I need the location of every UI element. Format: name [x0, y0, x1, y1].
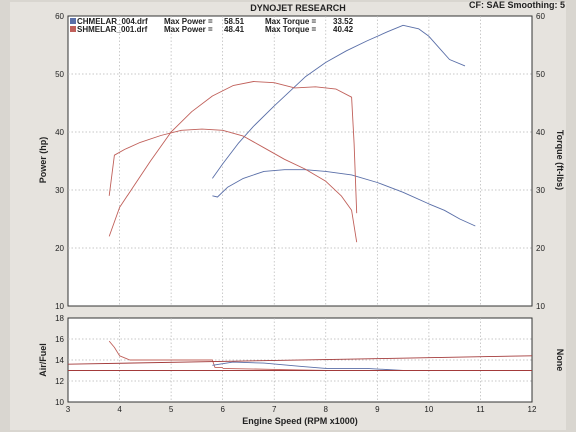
legend-torque-label-1: Max Torque = [265, 17, 317, 26]
main-y-ticks-left: 10 20 30 40 50 60 [55, 12, 64, 311]
af-y-tick-1: 12 [55, 377, 64, 386]
main-y-tick-left-0: 10 [55, 302, 64, 311]
main-series-lines [108, 24, 476, 243]
x-tick-2: 5 [169, 405, 174, 414]
main-y-tick-right-3: 40 [536, 128, 545, 137]
legend-file-2: SHMELAR_001.drf [77, 25, 148, 34]
main-y-ticks-right: 10 20 30 40 50 60 [536, 12, 545, 311]
x-tick-6: 9 [375, 405, 380, 414]
x-tick-1: 4 [117, 405, 122, 414]
x-ticks: 3 4 5 6 7 8 9 10 11 12 [66, 405, 537, 414]
main-grid [68, 16, 532, 306]
x-tick-7: 10 [424, 405, 433, 414]
main-plot-area [67, 15, 533, 307]
main-y-tick-right-1: 20 [536, 244, 545, 253]
legend-swatch-1 [70, 18, 76, 24]
af-y-tick-4: 18 [55, 314, 64, 323]
legend-swatch-2 [70, 26, 76, 32]
af-y-axis-title-left: Air/Fuel [38, 343, 48, 377]
legend-torque-label-2: Max Torque = [265, 25, 317, 34]
y-axis-title-left: Power (hp) [38, 137, 48, 184]
series-line-power-2 [108, 81, 358, 237]
x-tick-8: 11 [476, 405, 485, 414]
af-series-lines [67, 340, 533, 371]
af-y-axis-title-right: None [555, 349, 565, 372]
series-line-torque-3 [108, 128, 358, 243]
legend-file-1: CHMELAR_004.drf [77, 17, 148, 26]
main-y-tick-right-4: 50 [536, 70, 545, 79]
legend-power-label-2: Max Power = [164, 25, 213, 34]
main-y-tick-left-5: 60 [55, 12, 64, 21]
x-tick-0: 3 [66, 405, 71, 414]
main-y-tick-right-2: 30 [536, 186, 545, 195]
legend-power-label-1: Max Power = [164, 17, 213, 26]
main-y-tick-left-3: 40 [55, 128, 64, 137]
x-axis-title: Engine Speed (RPM x1000) [242, 416, 358, 426]
legend-power-value-1: 58.51 [224, 17, 245, 26]
af-y-tick-2: 14 [55, 356, 64, 365]
main-y-tick-left-4: 50 [55, 70, 64, 79]
x-tick-3: 6 [220, 405, 225, 414]
x-tick-4: 7 [272, 405, 277, 414]
main-y-tick-left-1: 20 [55, 244, 64, 253]
x-tick-5: 8 [324, 405, 329, 414]
main-y-tick-right-5: 60 [536, 12, 545, 21]
chart-header-title: DYNOJET RESEARCH [250, 3, 346, 13]
main-y-tick-right-0: 10 [536, 302, 545, 311]
legend-torque-value-2: 40.42 [333, 25, 354, 34]
y-axis-title-right: Torque (ft-lbs) [555, 130, 565, 190]
series-line-power-0 [212, 24, 466, 179]
af-series-line-0 [108, 340, 223, 368]
series-line-torque-1 [212, 169, 476, 227]
main-y-tick-left-2: 30 [55, 186, 64, 195]
legend: CHMELAR_004.drf Max Power = 58.51 Max To… [70, 17, 354, 34]
legend-torque-value-1: 33.52 [333, 17, 354, 26]
af-y-tick-0: 10 [55, 398, 64, 407]
af-y-tick-3: 16 [55, 335, 64, 344]
x-tick-9: 12 [528, 405, 537, 414]
af-series-line-4 [67, 355, 533, 365]
chart-header-settings: CF: SAE Smoothing: 5 [469, 0, 565, 10]
legend-power-value-2: 48.41 [224, 25, 245, 34]
af-y-ticks: 10 12 14 16 18 [55, 314, 64, 407]
